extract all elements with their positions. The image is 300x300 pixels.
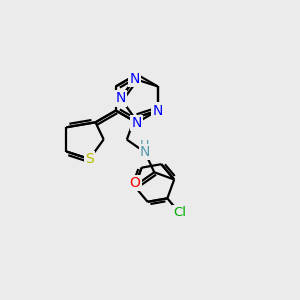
Text: N: N — [130, 72, 140, 86]
Text: N: N — [152, 103, 163, 118]
Text: S: S — [85, 152, 94, 166]
Text: O: O — [130, 176, 140, 190]
Text: H: H — [140, 139, 150, 152]
Text: N: N — [140, 145, 150, 159]
Text: N: N — [115, 92, 126, 106]
Text: Cl: Cl — [173, 206, 186, 220]
Text: N: N — [132, 116, 142, 130]
